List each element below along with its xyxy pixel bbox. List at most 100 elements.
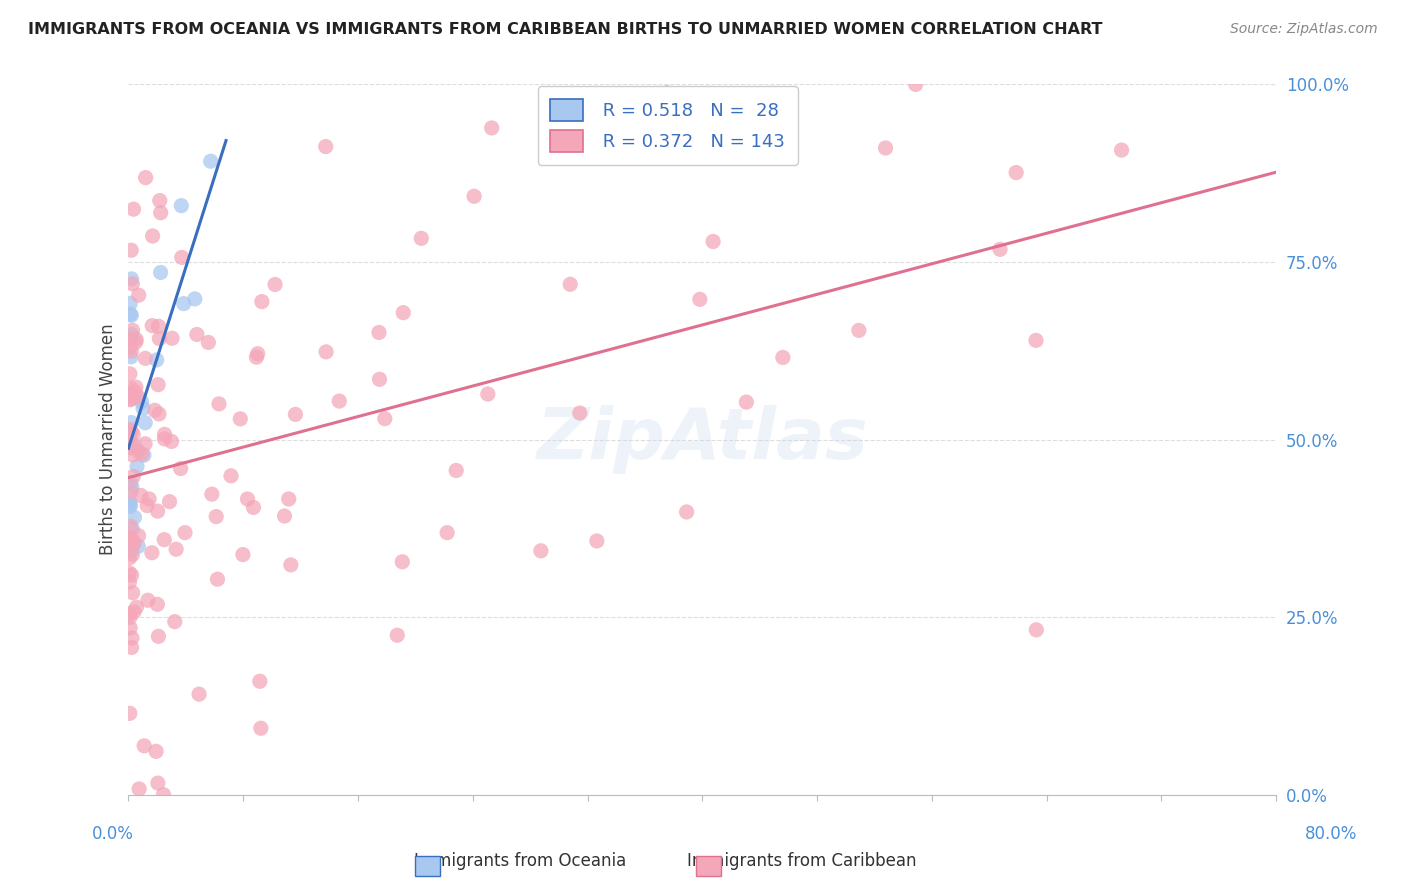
Point	[163, 615, 186, 629]
Text: 0.0%: 0.0%	[91, 825, 134, 843]
Point	[148, 407, 170, 421]
Point	[120, 381, 142, 395]
Point	[153, 427, 176, 442]
Point	[188, 687, 211, 701]
Point	[165, 542, 187, 557]
Point	[530, 544, 553, 558]
Point	[120, 340, 142, 354]
Point	[264, 277, 287, 292]
Point	[208, 397, 231, 411]
Point	[120, 441, 142, 455]
Point	[152, 788, 174, 802]
Point	[148, 319, 170, 334]
Point	[118, 551, 141, 566]
Point	[120, 424, 142, 438]
Point	[170, 251, 193, 265]
Point	[135, 170, 157, 185]
Point	[368, 372, 391, 386]
Point	[184, 292, 207, 306]
Point	[655, 86, 678, 100]
Point	[280, 558, 302, 572]
Point	[169, 461, 191, 475]
Point	[142, 229, 165, 244]
Point	[328, 394, 350, 409]
Point	[121, 272, 143, 286]
Point	[368, 326, 391, 340]
Point	[122, 202, 145, 217]
Point	[170, 199, 193, 213]
Point	[121, 327, 143, 342]
Point	[136, 499, 159, 513]
Point	[153, 432, 176, 446]
Point	[229, 412, 252, 426]
Point	[249, 674, 271, 689]
Point	[121, 640, 143, 655]
Point	[125, 334, 148, 349]
Point	[143, 403, 166, 417]
Point	[120, 392, 142, 406]
Point	[138, 491, 160, 506]
Point	[118, 500, 141, 514]
Point	[219, 468, 242, 483]
Point	[560, 277, 582, 292]
Point	[124, 510, 146, 524]
Point	[436, 525, 458, 540]
Point	[875, 141, 897, 155]
Point	[411, 231, 433, 245]
Point	[174, 525, 197, 540]
Point	[124, 384, 146, 399]
Point	[146, 504, 169, 518]
Point	[118, 430, 141, 444]
Point	[160, 331, 183, 345]
Text: Source: ZipAtlas.com: Source: ZipAtlas.com	[1230, 22, 1378, 37]
Point	[245, 350, 267, 364]
Point	[136, 593, 159, 607]
Point	[689, 293, 711, 307]
Point	[125, 600, 148, 615]
Point	[160, 434, 183, 449]
Point	[141, 546, 163, 560]
Point	[186, 327, 208, 342]
Point	[444, 463, 467, 477]
Point	[131, 394, 153, 409]
Point	[121, 543, 143, 558]
Point	[118, 494, 141, 508]
Point	[125, 332, 148, 346]
Point	[145, 352, 167, 367]
Point	[848, 323, 870, 337]
Point	[120, 621, 142, 635]
Point	[120, 333, 142, 347]
Point	[675, 505, 697, 519]
Point	[134, 739, 156, 753]
Point	[159, 494, 181, 508]
Text: 80.0%: 80.0%	[1305, 825, 1357, 843]
Point	[315, 344, 337, 359]
Point	[173, 296, 195, 310]
Point	[128, 781, 150, 796]
Point	[121, 344, 143, 359]
Point	[125, 380, 148, 394]
Point	[146, 597, 169, 611]
Point	[134, 436, 156, 450]
Point	[121, 480, 143, 494]
Point	[121, 323, 143, 337]
Point	[236, 491, 259, 506]
Point	[121, 548, 143, 562]
Point	[122, 448, 145, 462]
Point	[742, 131, 765, 145]
Text: Immigrants from Caribbean: Immigrants from Caribbean	[686, 852, 917, 870]
Point	[132, 401, 155, 416]
Point	[315, 139, 337, 153]
Point	[277, 491, 299, 506]
Point	[118, 422, 141, 436]
Text: IMMIGRANTS FROM OCEANIA VS IMMIGRANTS FROM CARIBBEAN BIRTHS TO UNMARRIED WOMEN C: IMMIGRANTS FROM OCEANIA VS IMMIGRANTS FR…	[28, 22, 1102, 37]
Point	[735, 395, 758, 409]
Point	[250, 294, 273, 309]
Point	[146, 377, 169, 392]
Point	[1025, 334, 1047, 348]
Point	[146, 776, 169, 790]
Point	[197, 335, 219, 350]
Point	[284, 408, 307, 422]
Point	[1111, 143, 1133, 157]
Point	[118, 530, 141, 544]
